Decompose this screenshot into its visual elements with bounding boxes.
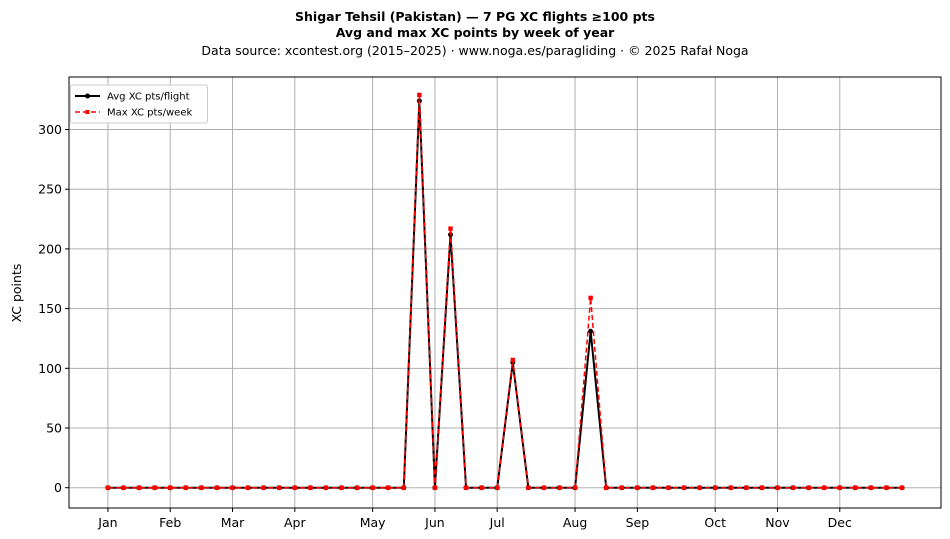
x-tick-label: Dec [828, 515, 852, 530]
data-point-max [339, 485, 344, 490]
data-point-max [199, 485, 204, 490]
plot-frame [68, 76, 942, 509]
x-tick-label: Jul [489, 515, 505, 530]
data-point-max [744, 485, 749, 490]
y-tick-label: 200 [38, 241, 62, 256]
data-point-max [619, 485, 624, 490]
x-tick-label: Aug [563, 515, 587, 530]
x-tick-label: Mar [221, 515, 245, 530]
data-point-max [759, 485, 765, 490]
data-point-max [884, 485, 889, 490]
data-point-max [152, 485, 157, 490]
x-axis-ticks: Jan Feb Mar Apr May Jun Jul Aug Sep Oct Nov Dec [97, 508, 852, 530]
y-tick-label: 50 [46, 421, 62, 436]
data-point-max [136, 485, 142, 490]
x-tick-label: Nov [765, 515, 790, 530]
data-point-max [790, 485, 796, 490]
data-point-max [168, 485, 173, 490]
data-point-max [681, 485, 687, 490]
data-point-max [557, 485, 562, 490]
data-point-max [214, 485, 220, 490]
y-axis-ticks: 0 50 100 150 200 250 300 [38, 122, 69, 495]
data-point-max [526, 485, 531, 490]
y-tick-label: 100 [38, 361, 62, 376]
data-point-max [868, 485, 874, 490]
data-point-max [386, 485, 391, 490]
legend-max-label: Max XC pts/week [107, 108, 192, 119]
data-point-max [448, 226, 453, 231]
y-axis-label: XC points [9, 264, 24, 323]
x-tick-label: May [360, 515, 386, 530]
x-tick-label: Oct [704, 515, 726, 530]
data-point-max [650, 485, 656, 490]
data-point-max [822, 485, 827, 490]
data-point-max [354, 485, 360, 490]
chart-subtitle: Data source: xcontest.org (2015–2025) · … [201, 43, 748, 58]
data-point-max [775, 485, 780, 490]
data-point-max [666, 485, 671, 490]
data-point-max [635, 485, 640, 490]
y-tick-label: 300 [38, 122, 62, 137]
y-tick-label: 250 [38, 182, 62, 197]
data-point-max [323, 485, 329, 490]
data-point-max [588, 295, 593, 301]
data-point-max [417, 92, 422, 98]
data-point-max [261, 485, 266, 490]
data-point-max [370, 485, 375, 490]
data-point-max [463, 485, 469, 490]
data-point-max [230, 485, 235, 490]
legend-avg-marker [85, 93, 90, 99]
data-point-max [277, 485, 282, 490]
y-tick-label: 150 [38, 301, 62, 316]
data-point-max [806, 485, 811, 490]
chart-title-line2: Avg and max XC points by week of year [336, 25, 615, 40]
data-point-max [292, 485, 297, 490]
chart-title-line1: Shigar Tehsil (Pakistan) — 7 PG XC fligh… [295, 9, 655, 24]
data-point-max [541, 485, 547, 490]
data-point-max [837, 485, 842, 490]
data-point-max [245, 485, 251, 490]
data-point-avg [588, 328, 594, 334]
legend: Avg XC pts/flight Max XC pts/week [70, 84, 208, 124]
legend-box [70, 84, 208, 124]
data-point-max [495, 485, 500, 490]
data-point-max [604, 485, 609, 490]
data-point-max [105, 485, 111, 490]
data-point-max [728, 485, 733, 490]
data-point-max [510, 357, 515, 363]
data-point-max [697, 485, 702, 490]
data-point-max [432, 485, 438, 490]
data-point-max [121, 485, 126, 490]
y-tick-label: 0 [54, 480, 62, 495]
x-tick-label: Jun [424, 515, 445, 530]
x-tick-label: Jan [97, 515, 117, 530]
data-point-max [853, 485, 858, 490]
data-point-max [713, 485, 718, 490]
data-point-max [308, 485, 313, 490]
x-tick-label: Feb [159, 515, 181, 530]
series-layer [105, 92, 905, 491]
data-point-max [401, 485, 406, 490]
x-tick-label: Apr [284, 515, 306, 530]
data-point-max [183, 485, 188, 490]
data-point-max [572, 485, 578, 490]
data-point-max [899, 485, 905, 490]
x-tick-label: Sep [626, 515, 650, 530]
data-point-max [479, 485, 484, 490]
legend-max-marker [85, 110, 90, 114]
legend-avg-label: Avg XC pts/flight [107, 92, 190, 103]
series-line-max [107, 94, 903, 489]
